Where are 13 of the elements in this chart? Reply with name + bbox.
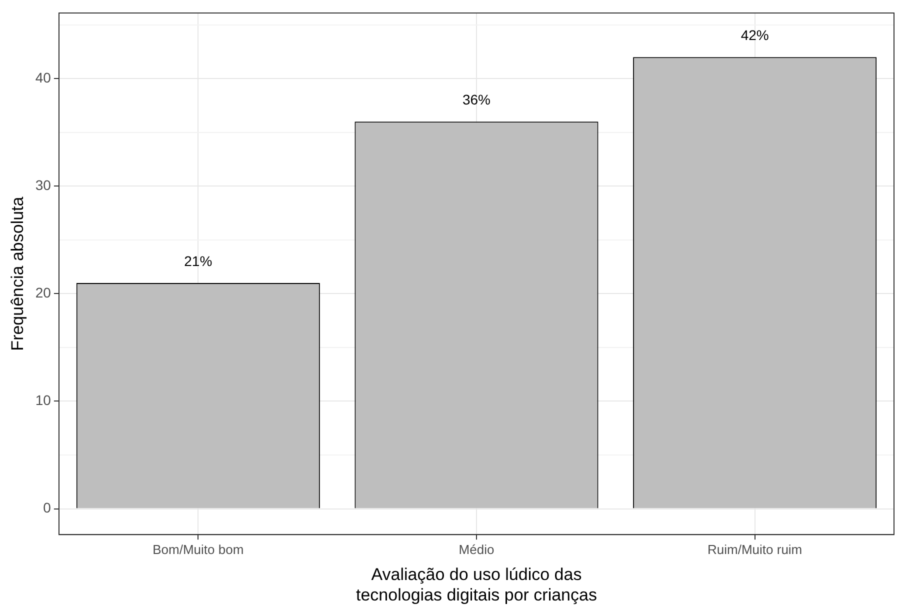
y-tick-label: 40 bbox=[35, 69, 52, 86]
data-label: 36% bbox=[462, 91, 490, 108]
x-tick-label: Bom/Muito bom bbox=[152, 542, 244, 557]
y-tick-label: 20 bbox=[35, 284, 52, 301]
x-tick-label: Ruim/Muito ruim bbox=[708, 542, 802, 557]
data-label: 42% bbox=[740, 26, 769, 43]
y-tick-label: 30 bbox=[35, 177, 52, 194]
x-axis-title: Avaliação do uso lúdico das tecnologias digitais por crianças bbox=[356, 565, 597, 604]
y-axis-title: Frequência absoluta bbox=[8, 196, 27, 351]
y-tick-label: 10 bbox=[35, 392, 52, 408]
y-tick-label: 0 bbox=[43, 500, 52, 516]
x-tick-label: Médio bbox=[458, 542, 494, 557]
data-label: 21% bbox=[184, 252, 212, 269]
